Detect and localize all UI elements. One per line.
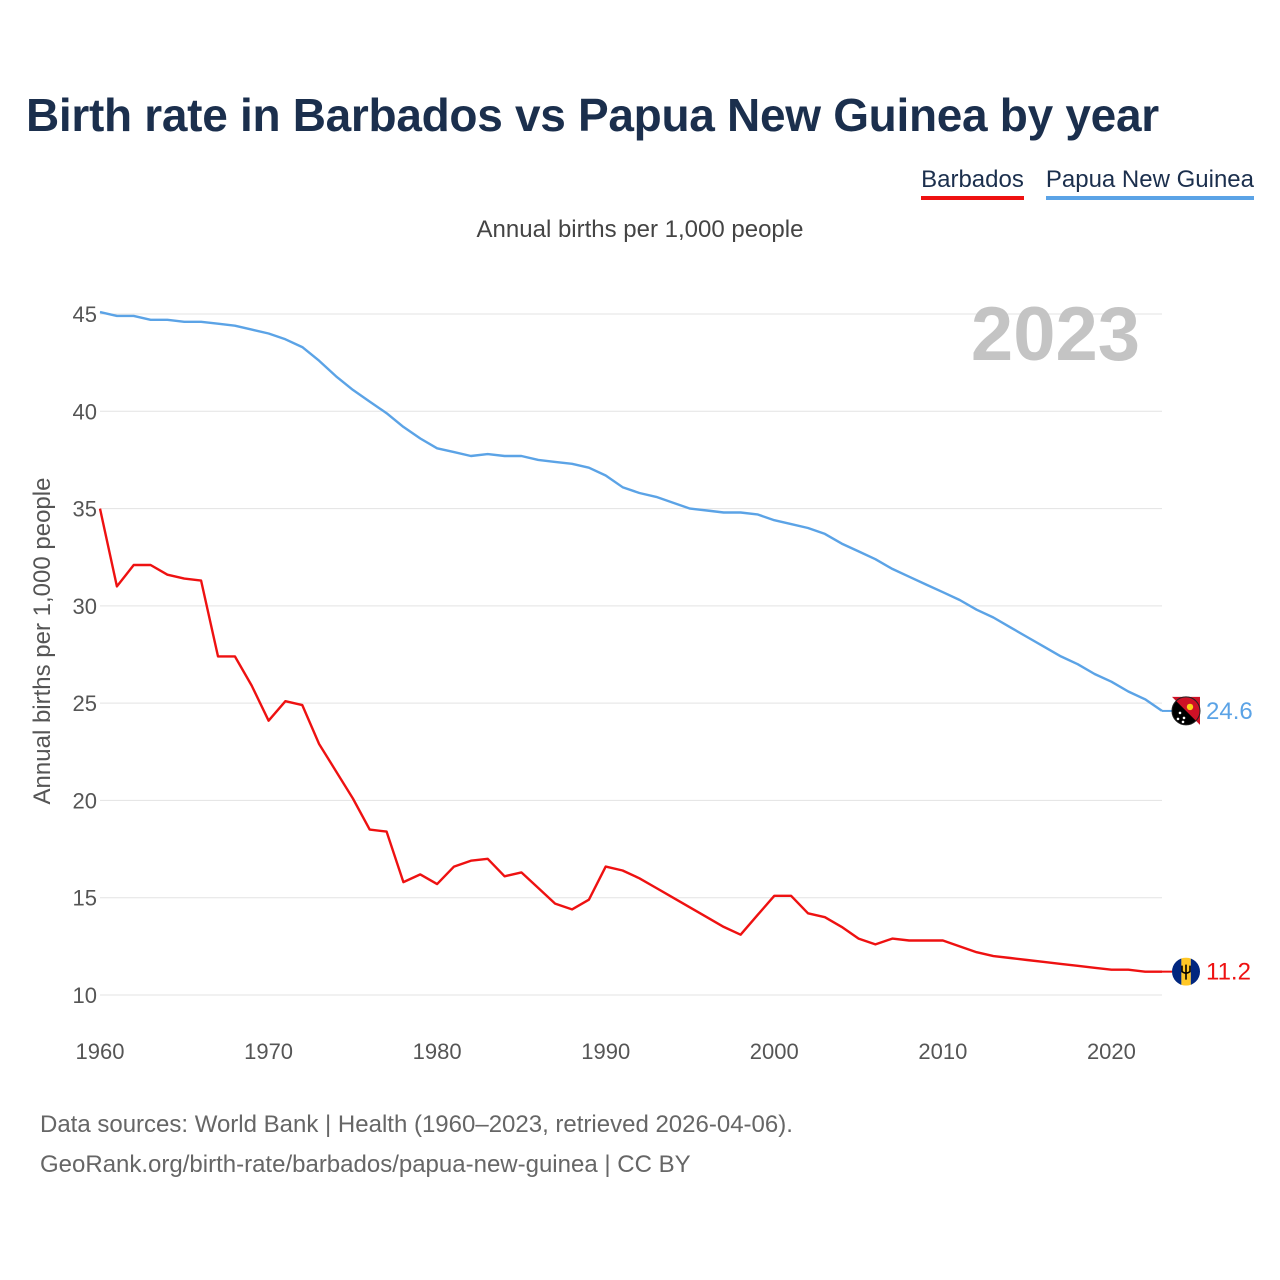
flag-stripe-left: [1172, 957, 1182, 986]
end-labels: 11.2 24.6: [1162, 696, 1253, 986]
y-tick-label: 40: [73, 399, 97, 424]
x-tick-label: 1990: [581, 1039, 630, 1064]
flag-trident: [1181, 964, 1191, 980]
x-tick-label: 1960: [76, 1039, 125, 1064]
chart-title: Birth rate in Barbados vs Papua New Guin…: [26, 89, 1159, 141]
flag-stripes: [1172, 957, 1200, 986]
end-value-label: 24.6: [1206, 698, 1253, 725]
flag-outline: [1171, 696, 1201, 726]
x-tick-label: 2020: [1087, 1039, 1136, 1064]
chart-subtitle: Annual births per 1,000 people: [476, 216, 804, 243]
papua-new-guinea-flag-icon: [1171, 696, 1201, 726]
series-lines: [98, 310, 1163, 973]
flag-stripe-right: [1190, 957, 1200, 986]
legend: Barbados Papua New Guinea: [921, 166, 1254, 200]
source-line-2: GeoRank.org/birth-rate/barbados/papua-ne…: [40, 1151, 691, 1178]
x-tick-label: 1970: [244, 1039, 293, 1064]
end-value-label: 11.2: [1206, 959, 1251, 986]
legend-item-papua-new-guinea[interactable]: Papua New Guinea: [1045, 166, 1254, 200]
source-note: Data sources: World Bank | Health (1960–…: [40, 1105, 793, 1185]
series-line: [99, 310, 1163, 712]
y-tick-label: 25: [73, 691, 97, 716]
x-axis-ticks: 1960 1970 1980 1990 2000 2010 2020: [76, 1039, 1136, 1064]
y-tick-label: 35: [73, 497, 97, 522]
x-tick-label: 2000: [750, 1039, 799, 1064]
flag-bird: [1186, 703, 1194, 711]
x-tick-label: 2010: [918, 1039, 967, 1064]
year-watermark: 2023: [971, 292, 1140, 377]
barbados-flag-icon: [1172, 957, 1200, 986]
flag-star: [1176, 717, 1180, 721]
series-line: [98, 508, 1162, 973]
x-tick-label: 1980: [413, 1039, 462, 1064]
legend-item-barbados[interactable]: Barbados: [921, 166, 1024, 200]
y-tick-label: 10: [73, 983, 97, 1008]
y-tick-label: 45: [73, 302, 97, 327]
y-axis-ticks: 10 15 20 25 30 35 40 45: [73, 302, 97, 1008]
flag-star: [1181, 720, 1185, 724]
source-line-1: Data sources: World Bank | Health (1960–…: [40, 1111, 793, 1138]
flag-red-half: [1172, 696, 1200, 725]
flag-star: [1182, 716, 1186, 720]
y-axis-label: Annual births per 1,000 people: [29, 478, 56, 805]
y-tick-label: 20: [73, 788, 97, 813]
flag-star: [1178, 711, 1182, 715]
y-tick-label: 15: [73, 886, 97, 911]
y-tick-label: 30: [73, 594, 97, 619]
gridlines: [100, 313, 1162, 996]
